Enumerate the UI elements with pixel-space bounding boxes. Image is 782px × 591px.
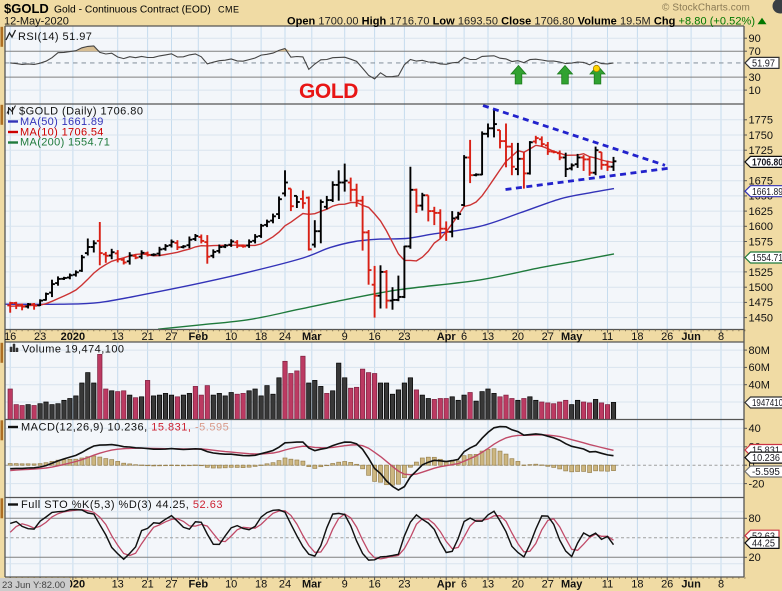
svg-text:Feb: Feb [189,331,209,343]
svg-text:1450: 1450 [749,312,773,324]
svg-text:23: 23 [34,331,46,343]
svg-text:1500: 1500 [749,282,773,294]
svg-text:18: 18 [255,331,267,343]
svg-text:9: 9 [342,331,348,343]
svg-text:52.63: 52.63 [752,531,776,542]
svg-text:26: 26 [661,331,673,343]
svg-text:MA(50) 1661.89: MA(50) 1661.89 [20,116,104,128]
svg-text:RSI(14) 51.97: RSI(14) 51.97 [18,31,92,43]
svg-text:18: 18 [631,579,643,591]
svg-text:1706.80: 1706.80 [752,158,782,169]
svg-text:-5.595: -5.595 [752,467,780,478]
svg-text:1554.71: 1554.71 [752,253,782,264]
svg-text:13: 13 [482,579,494,591]
svg-text:51.97: 51.97 [752,59,775,70]
svg-text:Apr: Apr [437,331,457,343]
svg-text:Mar: Mar [302,331,322,343]
svg-text:MA(200) 1554.71: MA(200) 1554.71 [20,136,110,148]
svg-text:May: May [561,579,583,591]
svg-text:60M: 60M [749,362,770,374]
svg-text:11: 11 [602,579,613,591]
svg-text:23 Jun Y:82.00: 23 Jun Y:82.00 [2,580,65,591]
svg-text:27: 27 [165,331,177,343]
svg-text:Open 1700.00 High 1716.70 Low: Open 1700.00 High 1716.70 Low 1693.50 Cl… [287,16,758,28]
svg-text:27: 27 [542,331,554,343]
svg-text:Mar: Mar [302,579,322,591]
svg-text:16: 16 [4,331,16,343]
svg-text:20: 20 [512,579,524,591]
svg-text:24: 24 [279,579,291,591]
svg-text:Full STO %K(5,3) %D(3) 44.25,: Full STO %K(5,3) %D(3) 44.25, 52.63 [21,499,223,511]
svg-text:21: 21 [141,331,153,343]
svg-text:8: 8 [718,579,724,591]
svg-text:-20: -20 [749,478,765,490]
svg-text:11: 11 [602,331,613,343]
svg-text:44.25: 44.25 [752,539,776,550]
svg-text:10: 10 [225,331,237,343]
svg-text:CME: CME [218,5,240,15]
svg-text:15.831: 15.831 [752,446,780,457]
svg-text:20: 20 [512,331,524,343]
svg-text:1947410: 1947410 [752,398,782,409]
svg-text:$GOLD (Daily) 1706.80: $GOLD (Daily) 1706.80 [19,106,143,118]
svg-text:13: 13 [112,579,124,591]
svg-text:1725: 1725 [749,145,773,157]
svg-text:6: 6 [461,331,467,343]
svg-text:Jun: Jun [681,331,701,343]
svg-text:Jun: Jun [681,579,701,591]
svg-text:1575: 1575 [749,236,773,248]
svg-text:10.236: 10.236 [752,453,780,464]
svg-text:MA(10) 1706.54: MA(10) 1706.54 [20,127,104,139]
svg-text:10: 10 [225,579,237,591]
svg-text:1750: 1750 [749,130,773,142]
svg-text:© StockCharts.com: © StockCharts.com [662,3,750,14]
svg-text:MACD(12,26,9) 10.236, 15.831,: MACD(12,26,9) 10.236, 15.831, -5.595 [21,422,229,434]
svg-text:6: 6 [461,579,467,591]
svg-text:1475: 1475 [749,297,773,309]
svg-text:1661.89: 1661.89 [752,187,782,198]
svg-text:1775: 1775 [749,115,773,127]
svg-text:8: 8 [718,331,724,343]
svg-text:70: 70 [749,46,761,58]
svg-text:Gold - Continuous Contract (EO: Gold - Continuous Contract (EOD) [54,5,211,16]
svg-text:Apr: Apr [437,579,457,591]
svg-text:Feb: Feb [189,579,209,591]
svg-text:40M: 40M [749,380,770,392]
svg-text:30: 30 [749,72,761,84]
svg-text:90: 90 [749,33,761,45]
svg-text:13: 13 [112,331,124,343]
svg-text:16: 16 [368,331,380,343]
svg-text:24: 24 [279,331,291,343]
svg-text:GOLD: GOLD [299,80,358,103]
svg-text:Volume 19,474,100: Volume 19,474,100 [22,344,124,356]
svg-text:1600: 1600 [749,221,773,233]
svg-text:$GOLD: $GOLD [4,1,49,16]
svg-text:May: May [561,331,583,343]
svg-text:10: 10 [749,85,761,97]
svg-text:40: 40 [749,423,761,435]
svg-text:80M: 80M [749,345,770,357]
svg-text:18: 18 [255,579,267,591]
svg-text:13: 13 [482,331,494,343]
svg-text:23: 23 [398,331,410,343]
svg-text:21: 21 [141,579,153,591]
svg-text:16: 16 [368,579,380,591]
svg-text:1625: 1625 [749,206,773,218]
svg-text:23: 23 [398,579,410,591]
svg-text:9: 9 [342,579,348,591]
svg-text:2020: 2020 [61,331,85,343]
svg-text:26: 26 [661,579,673,591]
svg-text:1525: 1525 [749,267,773,279]
svg-text:1675: 1675 [749,176,773,188]
svg-text:18: 18 [631,331,643,343]
svg-text:27: 27 [165,579,177,591]
svg-text:80: 80 [749,513,761,525]
svg-text:20: 20 [749,552,761,564]
svg-text:12-May-2020: 12-May-2020 [4,16,69,28]
svg-text:27: 27 [542,579,554,591]
